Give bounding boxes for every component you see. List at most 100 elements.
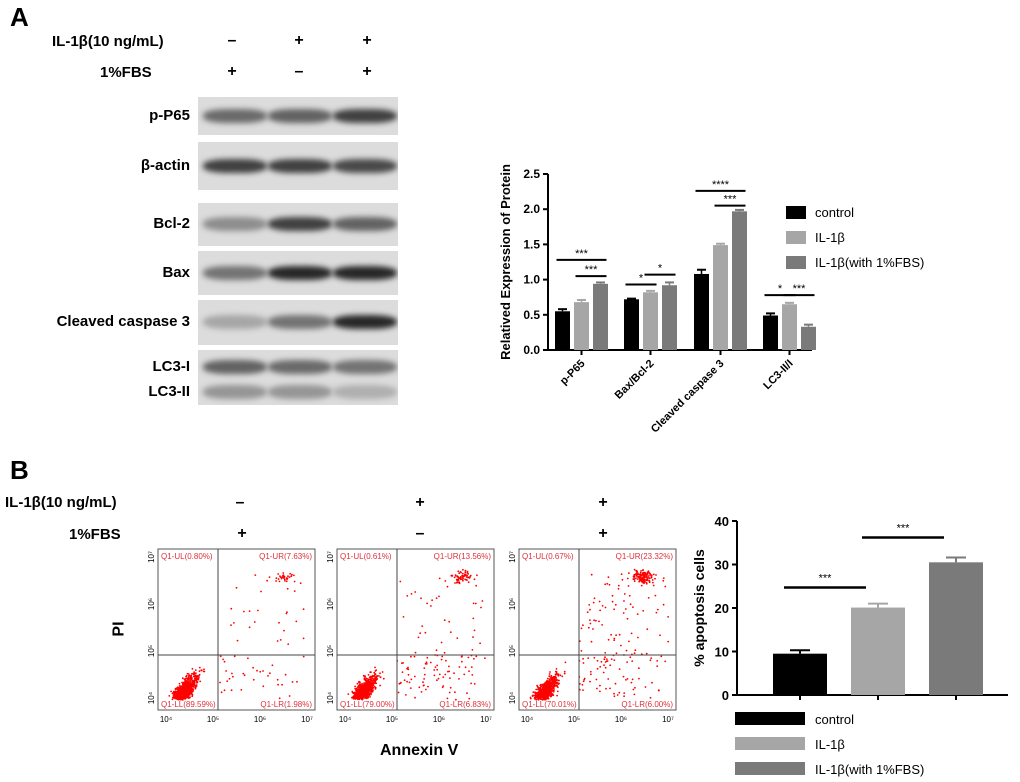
bar [713,245,728,350]
flow-event [405,694,407,696]
bar [593,283,608,350]
flow-event [662,603,665,606]
flow-event [185,691,187,694]
flow-event [436,668,439,671]
x-tick-label: 10⁴ [160,715,173,724]
flow-event [607,678,610,680]
sign: – [235,494,245,511]
flow-event [187,685,190,688]
bar [801,326,816,350]
flow-event [364,676,366,678]
flow-event [543,690,546,692]
flow-event [615,652,618,655]
flow-event [535,688,538,691]
flow-event [603,658,606,661]
flow-event [409,687,412,689]
flow-event [662,579,665,582]
flow-event [601,624,603,626]
flow-event [278,580,281,583]
bar [929,562,983,695]
flow-event [461,660,463,663]
flow-event [563,672,566,675]
flow-event [438,673,441,676]
flow-event [406,680,408,683]
flow-event [429,661,432,664]
flow-event [662,577,665,579]
significance-label: * [778,283,783,295]
flow-event [628,572,630,575]
x-tick-label: 10⁷ [301,715,313,724]
quadrant-ul-label: Q1-UL(0.67%) [522,552,574,561]
blot-band [333,159,397,173]
flow-event [588,604,591,606]
flow-event [613,659,616,661]
flow-event [189,680,192,683]
flow-event [365,686,368,689]
flow-event [361,682,363,685]
flow-event [347,693,350,695]
flow-event [605,687,607,690]
flow-event [646,579,649,582]
flow-event [592,601,595,604]
flow-event [260,590,262,593]
flow-event [542,687,544,690]
flow-event [190,687,193,690]
flow-event [365,689,367,692]
y-tick-label: 40 [715,514,729,529]
blot-panel [198,300,398,345]
flow-event [472,617,475,620]
flow-y-label: PI [110,621,128,637]
flow-event [351,691,354,694]
flow-event [419,632,422,635]
flow-event [192,683,195,686]
flow-event [365,677,368,680]
blot-band [203,315,267,329]
flow-event [460,571,462,574]
y-tick-label: 1.0 [523,273,540,287]
y-tick-label: 10⁴ [147,691,156,704]
flow-event [188,690,190,693]
flow-event [177,688,180,691]
flow-event [589,680,591,683]
flow-event [615,634,617,637]
flow-event [467,576,470,579]
flow-event [629,656,632,659]
bar [555,311,570,350]
flow-event [365,679,368,682]
flow-event [634,686,636,689]
flow-event [613,695,616,698]
flow-event [622,612,625,614]
flow-event [366,692,369,695]
flow-event [629,603,632,606]
flow-event [175,693,178,696]
flow-event [356,682,359,685]
flow-event [181,698,184,701]
flow-event [536,684,538,687]
flow-event [174,688,177,691]
flow-event [178,682,181,685]
flow-event [464,666,467,669]
flow-event [475,655,478,658]
flow-event [289,572,291,575]
sign: + [598,494,608,511]
flow-event [599,665,602,668]
flow-event [548,691,551,694]
condition-il1b-label: IL-1β(10 ng/mL) [52,33,164,50]
flow-event [548,683,551,686]
flow-event [636,578,639,580]
flow-event [181,677,184,680]
flow-event [596,659,599,662]
flow-event [399,580,402,583]
bar [732,211,747,350]
flow-event [557,679,559,682]
flow-event [638,667,640,670]
y-tick-label: 0.0 [523,343,540,357]
flow-event [187,697,190,699]
flow-event [604,583,607,586]
flow-event [561,675,564,678]
x-tick-label: 10⁴ [339,715,352,724]
flow-event [604,666,607,669]
flow-event [433,674,436,677]
flow-event [193,677,196,680]
flow-event [455,698,457,701]
